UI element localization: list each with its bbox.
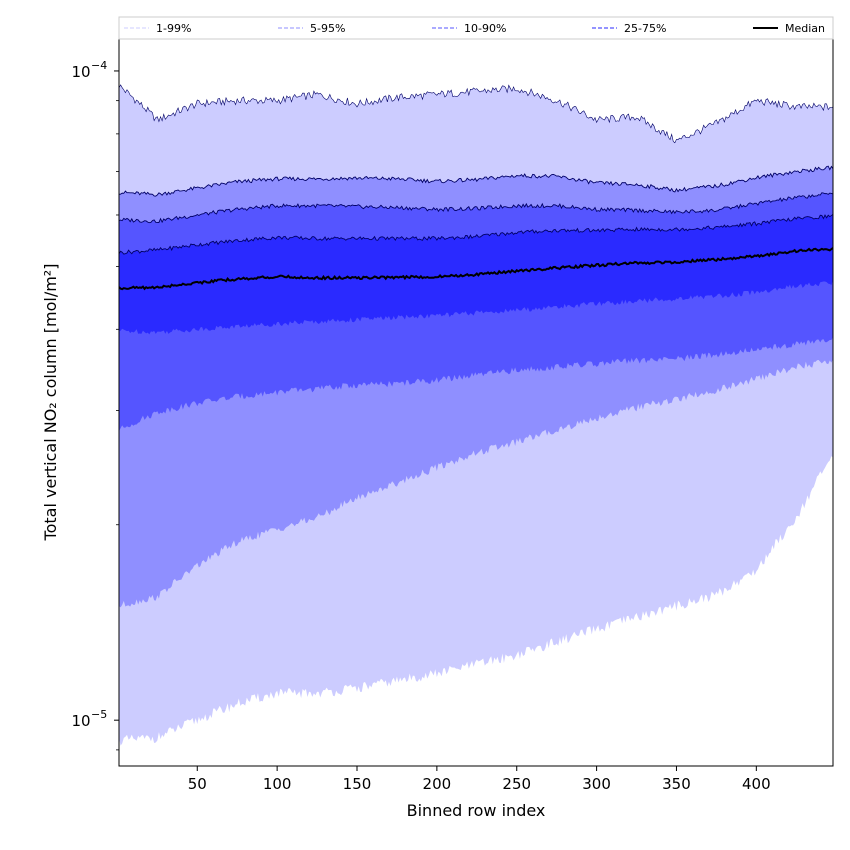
- legend-box: [118, 16, 834, 40]
- upper-edge-line: [119, 192, 833, 224]
- legend-item: 10-90%: [432, 22, 506, 35]
- upper-edge-line: [119, 84, 833, 144]
- median-line: [119, 247, 833, 291]
- x-tick-label: 150: [343, 775, 372, 793]
- y-axis-title: Total vertical NO₂ column [mol/m²]: [41, 264, 60, 542]
- legend-label: 5-95%: [310, 22, 345, 35]
- upper-edge-line: [119, 165, 833, 197]
- x-axis-title: Binned row index: [407, 801, 546, 820]
- x-tick-label: 100: [263, 775, 292, 793]
- legend-item: 1-99%: [124, 22, 191, 35]
- x-axis: 50 100 150 200 250 300 350 400: [188, 766, 771, 793]
- y-tick-label: 10: [71, 712, 90, 730]
- legend-label: 25-75%: [624, 22, 666, 35]
- y-axis: 10−510−4: [71, 59, 119, 751]
- y-tick-label: 10: [71, 63, 90, 81]
- legend-item: 25-75%: [592, 22, 666, 35]
- x-tick-label: 200: [423, 775, 452, 793]
- legend-item: 5-95%: [278, 22, 345, 35]
- upper-edge-line: [119, 213, 833, 255]
- x-tick-label: 250: [502, 775, 531, 793]
- y-tick-exponent: −5: [91, 708, 107, 721]
- legend-label: Median: [785, 22, 825, 35]
- x-tick-label: 50: [188, 775, 207, 793]
- legend-label: 10-90%: [464, 22, 506, 35]
- x-tick-label: 300: [582, 775, 611, 793]
- x-tick-label: 400: [742, 775, 771, 793]
- y-tick-exponent: −4: [91, 59, 107, 72]
- x-tick-label: 350: [662, 775, 691, 793]
- legend-item: Median: [753, 22, 825, 35]
- percentile-bands: [119, 84, 833, 746]
- legend: 1-99% 5-95% 10-90% 25-75% Median: [118, 16, 834, 40]
- legend-label: 1-99%: [156, 22, 191, 35]
- quantile-lines: [119, 84, 833, 291]
